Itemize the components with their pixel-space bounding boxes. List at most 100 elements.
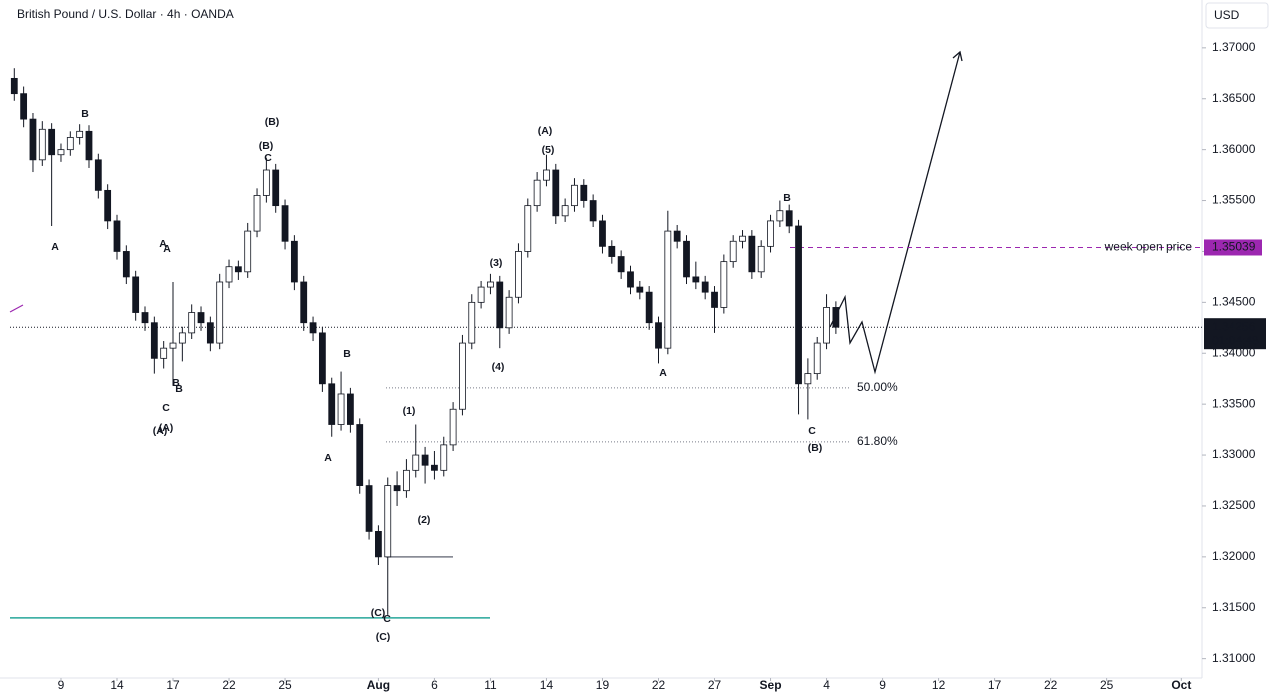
candle-body	[337, 393, 345, 425]
plot: 1.31000 1.31500 1.32000 1.32500 1.33000 1.335…	[10, 40, 1266, 692]
candle-body	[178, 332, 186, 344]
y-tick-label: 1.34500	[1212, 295, 1256, 309]
x-tick-label: 22	[652, 678, 666, 692]
wave-label: B	[783, 192, 791, 204]
candle-body	[757, 245, 765, 273]
wave-label: (A)	[153, 425, 168, 437]
candle-body	[356, 424, 364, 486]
x-tick-label: 9	[58, 678, 65, 692]
x-tick-label: 6	[431, 678, 438, 692]
x-tick-label: 22	[1044, 678, 1058, 692]
wave-label: B	[172, 377, 180, 389]
candle-body	[701, 281, 709, 293]
x-tick-label: Sep	[760, 678, 782, 692]
candle-body	[104, 189, 112, 222]
candle-body	[711, 291, 718, 308]
candle-body	[449, 408, 457, 446]
wave-label: B	[175, 383, 183, 395]
candle-body	[832, 307, 840, 328]
candle-body	[300, 281, 308, 324]
wave-label: (4)	[492, 361, 505, 373]
candle-body	[38, 128, 46, 161]
y-tick-label: 1.32500	[1212, 498, 1256, 512]
last-price-tag	[1204, 318, 1266, 350]
x-tick-label: Oct	[1171, 678, 1191, 692]
x-tick-label: 17	[988, 678, 1002, 692]
x-tick-label: 17	[166, 678, 180, 692]
x-tick-label: 27	[708, 678, 722, 692]
candle-body	[431, 464, 438, 471]
wave-label: C	[162, 402, 170, 414]
wave-label: B	[81, 108, 89, 120]
x-tick-label: Aug	[367, 678, 390, 692]
y-tick-label: 1.32000	[1212, 549, 1256, 563]
fib-label: 50.00%	[857, 380, 898, 394]
x-tick-label: 12	[932, 678, 946, 692]
candle-body	[468, 301, 476, 344]
candle-body	[692, 276, 700, 283]
currency-box[interactable]	[1205, 2, 1269, 29]
candle-body	[48, 128, 56, 156]
candle-body	[776, 210, 784, 222]
candle-body	[290, 240, 298, 283]
candle-body	[543, 169, 550, 181]
x-tick-label: 9	[879, 678, 886, 692]
candle-body	[421, 454, 429, 466]
candle-body	[599, 220, 606, 247]
currency: USD	[1214, 8, 1240, 22]
candle-body	[206, 322, 214, 344]
wave-label: A	[659, 367, 667, 379]
x-tick-label: 4	[823, 678, 830, 692]
candle-body	[823, 307, 830, 344]
candle-body	[141, 312, 149, 324]
candle-body	[748, 235, 756, 273]
week-open-label: week open price	[1104, 240, 1193, 254]
wave-label: (A)	[538, 125, 553, 137]
wave-label: A	[159, 238, 167, 250]
candle-body	[197, 312, 205, 324]
candle-body	[132, 276, 140, 313]
wave-label: C	[383, 613, 391, 625]
wave-label: (C)	[371, 607, 386, 619]
candle-body	[505, 296, 513, 329]
fib-label: 61.80%	[857, 434, 898, 448]
candle-body	[645, 291, 653, 324]
chart-title: British Pound / U.S. Dollar · 4h · OANDA	[17, 7, 234, 21]
y-tick-label: 1.31500	[1212, 600, 1256, 614]
candle-body	[365, 485, 373, 532]
x-tick-label: 22	[222, 678, 236, 692]
candle-body	[216, 281, 224, 344]
candle-body	[347, 393, 354, 425]
candle-body	[318, 332, 326, 385]
candle-body	[225, 266, 233, 283]
x-tick-label: 11	[484, 678, 497, 692]
candle-body	[617, 256, 625, 273]
y-tick-label: 1.36500	[1212, 91, 1256, 105]
candle-body	[94, 159, 102, 191]
y-tick-label: 1.33000	[1212, 447, 1256, 461]
candle-body	[515, 251, 522, 298]
candle-body	[160, 347, 168, 359]
y-tick-label: 1.31000	[1212, 651, 1256, 665]
candle-body	[636, 286, 644, 293]
y-tick-label: 1.36000	[1212, 142, 1256, 156]
candle-body	[804, 373, 812, 385]
wave-label: (B)	[808, 442, 823, 454]
projection-arrowhead	[952, 50, 963, 62]
candle-body	[10, 77, 18, 95]
candle-body	[524, 205, 532, 252]
candle-body	[20, 93, 28, 120]
candle-body	[739, 235, 746, 242]
candle-body	[122, 251, 130, 278]
wave-label: (1)	[403, 405, 416, 417]
candle-body	[459, 342, 466, 410]
candle-body	[589, 200, 597, 222]
candle-body	[571, 184, 578, 207]
candle-body	[57, 149, 65, 156]
candle-body	[309, 322, 317, 334]
candle-body	[795, 225, 802, 385]
candle-body	[627, 271, 634, 288]
